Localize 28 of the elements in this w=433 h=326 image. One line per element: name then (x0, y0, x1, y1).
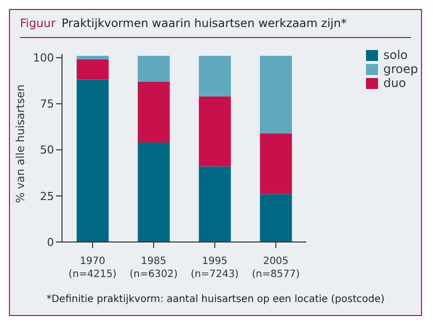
x-tick-label: 1985 (n=6302) (130, 256, 178, 280)
bar (76, 60, 109, 80)
bar (138, 56, 170, 82)
x-tick-label: 1995 (n=7243) (190, 256, 239, 280)
bar (76, 56, 109, 60)
bar (138, 82, 170, 142)
bar (260, 194, 292, 242)
chart-subtitle: Praktijkvormen waarin huisartsen werkzaam zijn* (62, 16, 347, 30)
bar (76, 80, 109, 242)
bar (138, 142, 170, 242)
legend-label: groep (382, 62, 418, 76)
bar (198, 56, 231, 96)
y-tick-label: 100 (33, 52, 54, 65)
y-axis-title: % van alle huisartsen (14, 84, 27, 203)
bar (198, 166, 231, 242)
bar (198, 96, 231, 166)
text: *Definitie praktijkvorm: aantal huisartsen op een locatie (postcode) (45, 294, 386, 305)
x-tick-label: 2005 (n=8577) (252, 256, 300, 280)
x-tick-label: 1970 (n=4215) (68, 256, 117, 280)
y-tick-label: 0 (47, 236, 54, 249)
legend-label: solo (382, 48, 409, 62)
bar (260, 133, 292, 194)
legend-label: duo (382, 76, 407, 90)
chart-title: Figuur (20, 16, 56, 30)
y-tick-label: 50 (40, 144, 54, 157)
y-tick-label: 25 (40, 190, 54, 203)
bar (260, 56, 292, 134)
y-tick-label: 75 (40, 98, 54, 111)
